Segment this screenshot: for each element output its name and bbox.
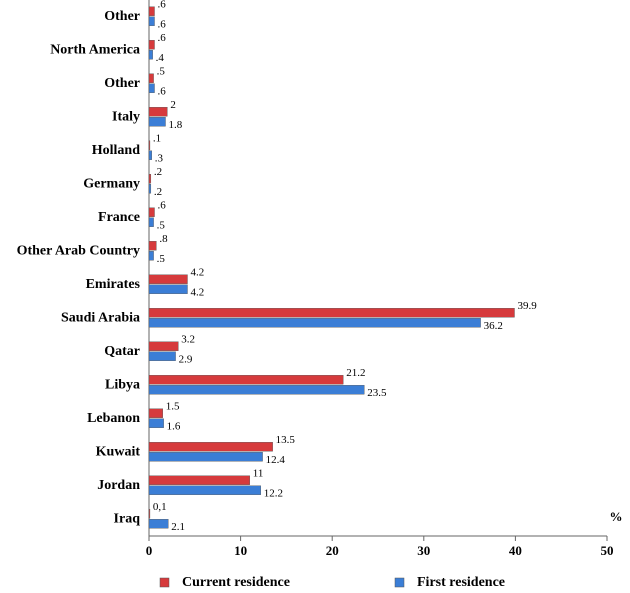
category-label: Lebanon: [87, 411, 140, 426]
value-label: 4.2: [190, 286, 204, 298]
category-label: Emirates: [86, 277, 141, 292]
category-label: France: [98, 210, 140, 225]
bar: [148, 117, 166, 127]
bar: [148, 284, 188, 294]
value-label: .2: [154, 166, 162, 178]
category-label: Libya: [105, 377, 140, 392]
category-label: Iraq: [114, 511, 141, 526]
bar: [148, 251, 154, 261]
value-label: .6: [157, 18, 166, 30]
bar: [148, 217, 154, 227]
legend-label: First residence: [417, 575, 505, 590]
bar: [148, 207, 155, 217]
x-tick-label: 20: [326, 543, 339, 558]
category-label: Italy: [112, 109, 140, 124]
value-label: 21.2: [346, 367, 365, 379]
value-label: .5: [157, 219, 166, 231]
bar: [148, 241, 157, 251]
category-label: Kuwait: [96, 444, 141, 459]
value-label: .6: [157, 85, 166, 97]
x-axis-label: %: [610, 509, 623, 524]
bar: [148, 184, 152, 194]
value-label: 12.2: [264, 487, 283, 499]
value-label: .8: [159, 233, 168, 245]
legend-swatch: [159, 577, 170, 588]
category-label: Other Arab Country: [17, 243, 140, 258]
x-tick-label: 0: [146, 543, 153, 558]
value-label: 23.5: [367, 387, 387, 399]
value-label: 36.2: [484, 320, 503, 332]
legend-label: Current residence: [182, 575, 290, 590]
x-tick-label: 40: [509, 543, 522, 558]
x-tick-label: 10: [234, 543, 247, 558]
bar: [148, 50, 153, 60]
value-label: 1.6: [167, 420, 181, 432]
bar: [148, 150, 152, 160]
bar: [148, 375, 344, 385]
bar: [148, 274, 188, 284]
bar: [148, 408, 163, 418]
value-label: 1.8: [168, 119, 182, 131]
value-label: .6: [157, 199, 166, 211]
bar: [148, 318, 481, 328]
value-label: 39.9: [517, 300, 537, 312]
value-label: .3: [155, 152, 164, 164]
value-label: 13.5: [276, 434, 296, 446]
value-label: 3.2: [181, 333, 195, 345]
value-label: 12.4: [266, 454, 286, 466]
value-label: .1: [153, 132, 161, 144]
bar: [148, 418, 164, 428]
bar: [148, 351, 176, 361]
category-label: Germany: [83, 176, 140, 191]
bar: [148, 509, 151, 519]
category-label: Holland: [92, 143, 140, 158]
x-tick-label: 30: [417, 543, 430, 558]
value-label: .5: [157, 65, 166, 77]
category-label: Qatar: [104, 344, 140, 359]
category-label: North America: [50, 42, 140, 57]
value-label: 2.9: [179, 353, 193, 365]
value-label: 0,1: [153, 501, 167, 513]
bar: [148, 174, 152, 184]
value-label: .4: [156, 52, 165, 64]
value-label: 11: [253, 467, 264, 479]
bar: [148, 73, 154, 83]
value-label: .5: [157, 253, 166, 265]
value-label: .6: [157, 32, 166, 44]
bar: [148, 519, 169, 529]
category-label: Other: [104, 9, 140, 24]
bar: [148, 107, 168, 117]
value-label: 2: [170, 99, 176, 111]
bar: [148, 442, 273, 452]
bar: [148, 385, 365, 395]
value-label: .6: [157, 0, 166, 10]
legend-swatch: [394, 577, 405, 588]
value-label: 1.5: [166, 400, 180, 412]
value-label: .2: [154, 186, 162, 198]
value-label: 4.2: [190, 266, 204, 278]
bar: [148, 485, 261, 495]
value-label: 2.1: [171, 521, 185, 533]
bar: [148, 341, 179, 351]
category-label: Jordan: [97, 478, 140, 493]
category-label: Other: [104, 76, 140, 91]
bar: [148, 452, 263, 462]
bar: [148, 475, 250, 485]
bar: [148, 16, 155, 26]
x-tick-label: 50: [601, 543, 614, 558]
bar: [148, 6, 155, 16]
bar: [148, 308, 515, 318]
bar: [148, 83, 155, 93]
bar: [148, 140, 151, 150]
category-label: Saudi Arabia: [61, 310, 140, 325]
bar: [148, 40, 155, 50]
